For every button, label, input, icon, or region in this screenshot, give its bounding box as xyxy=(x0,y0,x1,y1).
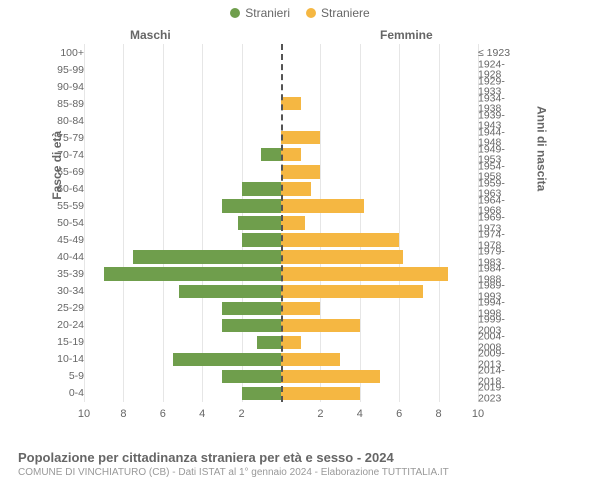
bar-female xyxy=(281,233,399,246)
bar-male xyxy=(242,233,281,246)
bar-male xyxy=(261,148,281,161)
y-left-label: 15-19 xyxy=(52,337,84,348)
bar-male xyxy=(242,387,281,400)
legend-label-female: Straniere xyxy=(321,6,370,20)
bar-female xyxy=(281,216,305,229)
y-left-label: 100+ xyxy=(52,47,84,58)
x-tick-label: 4 xyxy=(357,408,363,420)
swatch-male xyxy=(230,8,240,18)
bar-male xyxy=(222,302,281,315)
legend-item-male: Stranieri xyxy=(230,6,290,20)
bar-male xyxy=(242,182,281,195)
header-female: Femmine xyxy=(380,28,433,42)
bar-male xyxy=(222,370,281,383)
bar-male xyxy=(238,216,281,229)
x-tick-label: 8 xyxy=(436,408,442,420)
y-right-label: 2019-2023 xyxy=(478,383,528,404)
x-tick-label: 4 xyxy=(199,408,205,420)
bar-female xyxy=(281,131,320,144)
y-left-label: 55-59 xyxy=(52,201,84,212)
y-axis-right-title: Anni di nascita xyxy=(534,106,548,191)
y-right-label: ≤ 1923 xyxy=(478,47,528,58)
y-left-label: 10-14 xyxy=(52,354,84,365)
bar-female xyxy=(281,387,360,400)
bar-female xyxy=(281,165,320,178)
footer: Popolazione per cittadinanza straniera p… xyxy=(18,450,449,478)
centerline xyxy=(281,44,283,402)
y-left-label: 30-34 xyxy=(52,286,84,297)
bar-female xyxy=(281,267,448,280)
bar-male xyxy=(104,267,281,280)
x-tick-label: 10 xyxy=(78,408,90,420)
bar-male xyxy=(257,336,281,349)
header-male: Maschi xyxy=(130,28,171,42)
y-left-label: 35-39 xyxy=(52,269,84,280)
legend-item-female: Straniere xyxy=(306,6,370,20)
y-left-label: 0-4 xyxy=(52,388,84,399)
x-tick-label: 10 xyxy=(472,408,484,420)
bar-male xyxy=(179,285,281,298)
plot-area: Fasce di età Anni di nascita 10864224681… xyxy=(52,44,528,424)
bar-female xyxy=(281,199,364,212)
bar-female xyxy=(281,319,360,332)
chart-subtitle: COMUNE DI VINCHIATURO (CB) - Dati ISTAT … xyxy=(18,467,449,478)
bar-male xyxy=(173,353,281,366)
y-left-label: 5-9 xyxy=(52,371,84,382)
y-left-label: 95-99 xyxy=(52,64,84,75)
x-tick-label: 6 xyxy=(160,408,166,420)
y-left-label: 75-79 xyxy=(52,133,84,144)
y-left-label: 65-69 xyxy=(52,167,84,178)
y-left-label: 40-44 xyxy=(52,252,84,263)
bar-male xyxy=(222,319,281,332)
bar-female xyxy=(281,148,301,161)
bar-female xyxy=(281,302,320,315)
x-tick-label: 6 xyxy=(396,408,402,420)
population-pyramid-chart: Stranieri Straniere Maschi Femmine Fasce… xyxy=(0,0,600,500)
y-left-label: 45-49 xyxy=(52,235,84,246)
bar-female xyxy=(281,336,301,349)
chart-title: Popolazione per cittadinanza straniera p… xyxy=(18,450,449,465)
y-left-label: 25-29 xyxy=(52,303,84,314)
y-left-label: 80-84 xyxy=(52,115,84,126)
bar-female xyxy=(281,285,423,298)
swatch-female xyxy=(306,8,316,18)
y-left-label: 85-89 xyxy=(52,98,84,109)
bar-female xyxy=(281,250,403,263)
bar-female xyxy=(281,353,340,366)
bar-male xyxy=(222,199,281,212)
x-tick-label: 2 xyxy=(317,408,323,420)
y-left-label: 70-74 xyxy=(52,150,84,161)
bar-male xyxy=(133,250,281,263)
x-tick-label: 2 xyxy=(239,408,245,420)
y-left-label: 20-24 xyxy=(52,320,84,331)
legend: Stranieri Straniere xyxy=(0,0,600,20)
bar-female xyxy=(281,370,380,383)
bar-female xyxy=(281,182,311,195)
y-left-label: 50-54 xyxy=(52,218,84,229)
y-left-label: 90-94 xyxy=(52,81,84,92)
column-headers: Maschi Femmine xyxy=(0,28,600,44)
x-tick-label: 8 xyxy=(120,408,126,420)
legend-label-male: Stranieri xyxy=(245,6,290,20)
bar-female xyxy=(281,97,301,110)
plot xyxy=(84,44,478,402)
y-left-label: 60-64 xyxy=(52,184,84,195)
